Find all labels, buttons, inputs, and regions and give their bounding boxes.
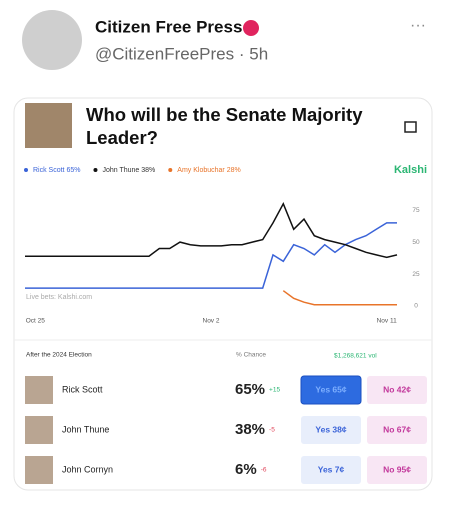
no-button[interactable] xyxy=(367,456,427,484)
row-chance: 6% xyxy=(235,461,257,478)
handle[interactable]: @CitizenFreePres · 5h xyxy=(95,44,268,63)
author[interactable]: Citizen Free Press xyxy=(95,17,242,36)
yes-button[interactable] xyxy=(301,456,361,484)
legend-label: Amy Klobuchar 28% xyxy=(177,167,240,174)
row-chance: 65% xyxy=(235,381,265,398)
legend-dot xyxy=(24,168,28,172)
no-label[interactable]: No 95¢ xyxy=(383,464,411,474)
avatar[interactable] xyxy=(22,10,82,70)
yes-button[interactable] xyxy=(300,375,362,405)
row-name: Rick Scott xyxy=(62,384,103,394)
row-name: John Thune xyxy=(62,424,109,434)
no-button[interactable] xyxy=(367,416,427,444)
y-tick-label: 75 xyxy=(412,207,420,214)
yes-label[interactable]: Yes 65¢ xyxy=(315,384,346,394)
row-change: -6 xyxy=(261,467,267,474)
row-chance: 38% xyxy=(235,421,265,438)
legend-dot xyxy=(93,168,98,172)
no-button[interactable] xyxy=(367,376,427,404)
legend-label: Rick Scott 65% xyxy=(33,167,80,174)
no-label[interactable]: No 42¢ xyxy=(383,384,411,394)
thumbnail xyxy=(25,103,72,148)
row-avatar xyxy=(25,376,53,404)
watermark: Live bets: Kalshi.com xyxy=(26,294,92,301)
series-line xyxy=(25,202,398,259)
y-tick-label: 25 xyxy=(412,271,420,278)
x-tick-label: Oct 25 xyxy=(26,318,46,325)
badge xyxy=(243,20,259,36)
row-avatar xyxy=(25,456,53,484)
yes-label[interactable]: Yes 7¢ xyxy=(318,464,345,474)
y-tick-label: 0 xyxy=(414,303,418,310)
no-label[interactable]: No 67¢ xyxy=(383,424,411,434)
brand: Kalshi xyxy=(394,164,427,176)
row-change: +15 xyxy=(269,387,280,394)
more[interactable]: ··· xyxy=(410,17,426,34)
yes-label[interactable]: Yes 38¢ xyxy=(315,424,346,434)
chance-header: % Chance xyxy=(236,352,266,359)
series-line xyxy=(25,222,397,289)
row-name: John Cornyn xyxy=(62,464,113,474)
y-tick-label: 50 xyxy=(412,239,420,246)
filter[interactable]: After the 2024 Election xyxy=(26,352,92,359)
legend-label: John Thune 38% xyxy=(102,167,155,174)
yes-button[interactable] xyxy=(301,416,361,444)
series-line xyxy=(282,290,397,306)
share-icon[interactable] xyxy=(404,121,417,133)
row-change: -5 xyxy=(269,427,275,434)
row-avatar xyxy=(25,416,53,444)
x-tick-label: Nov 11 xyxy=(377,318,397,325)
x-tick-label: Nov 2 xyxy=(203,318,220,325)
legend-dot xyxy=(168,168,173,172)
card-title: Who will be the Senate Majority Leader? xyxy=(86,104,363,148)
volume: $1,268,621 vol xyxy=(334,353,377,360)
